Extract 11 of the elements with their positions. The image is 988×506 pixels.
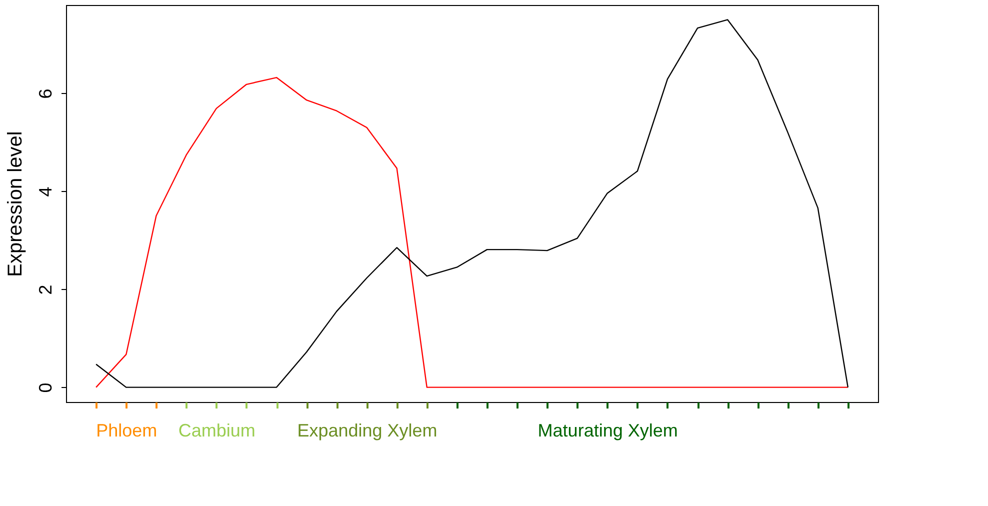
text: Cambium <box>178 420 256 440</box>
text: Maturating Xylem <box>538 420 678 440</box>
y-tick-label: 0 <box>36 382 56 393</box>
y-tick-label: 2 <box>36 284 56 295</box>
y-tick-label: 6 <box>36 88 56 99</box>
text: Phloem <box>96 420 158 440</box>
line-series <box>95 19 849 388</box>
text: Expanding Xylem <box>297 420 438 440</box>
y-tick-label: 4 <box>36 186 56 197</box>
line-series <box>95 76 849 388</box>
y-axis-title: Expression level <box>4 131 26 277</box>
